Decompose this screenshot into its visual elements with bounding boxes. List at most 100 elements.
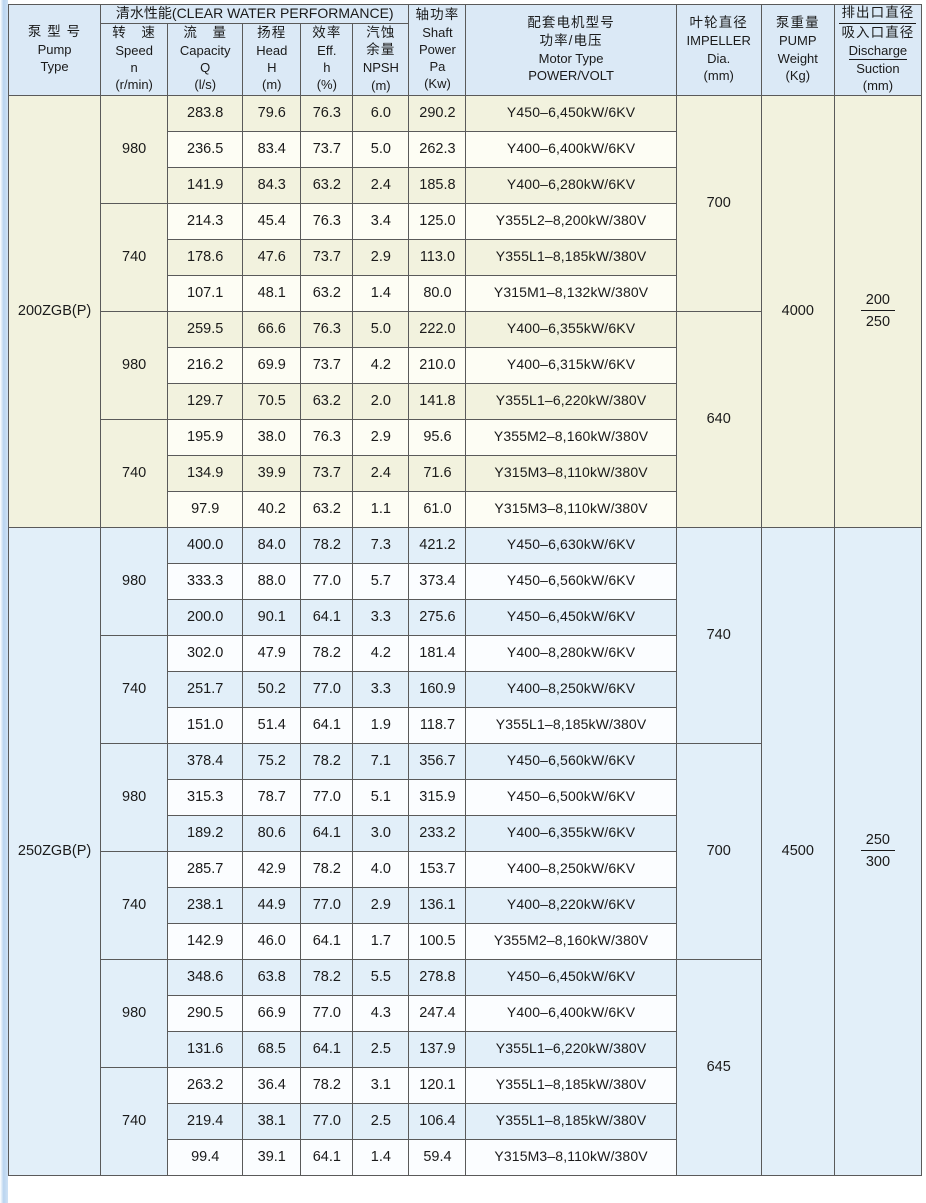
table-row: 216.2 69.9 73.7 4.2 210.0 Y400–6,315kW/6KV <box>9 346 922 384</box>
head-cell: 88.0 <box>242 562 302 600</box>
shaft-power-cell: 118.7 <box>408 706 467 744</box>
motor-type-cell: Y400–6,280kW/6KV <box>465 166 677 204</box>
head-cell: 78.7 <box>242 778 302 816</box>
npsh-cell: 2.9 <box>352 886 410 924</box>
npsh-cell: 4.0 <box>352 850 410 888</box>
npsh-cell: 5.0 <box>352 310 410 348</box>
header-head: 扬程 Head H (m) <box>242 22 302 96</box>
header-impeller-cn: 叶轮直径 <box>689 15 748 31</box>
npsh-cell: 5.0 <box>352 130 410 168</box>
head-cell: 66.6 <box>242 310 302 348</box>
head-cell: 39.9 <box>242 454 302 492</box>
npsh-cell: 6.0 <box>352 94 410 132</box>
motor-type-cell: Y450–6,560kW/6KV <box>465 562 677 600</box>
npsh-cell: 1.4 <box>352 1138 410 1176</box>
efficiency-cell: 77.0 <box>300 562 354 600</box>
header-eff-unit: (%) <box>316 77 337 93</box>
header-capacity: 流 量 Capacity Q (l/s) <box>167 22 244 96</box>
head-cell: 36.4 <box>242 1066 302 1104</box>
header-ports: 排出口直径 吸入口直径 Discharge Suction (mm) <box>833 4 923 96</box>
header-shaft-power-unit: (Kw) <box>424 76 451 92</box>
efficiency-cell: 64.1 <box>300 814 354 852</box>
motor-type-cell: Y355L1–6,220kW/380V <box>465 1030 677 1068</box>
table-row: 980 378.4 75.2 78.2 7.1 356.7 Y450–6,560kW/6KV… <box>9 742 922 960</box>
motor-type-cell: Y355L1–8,185kW/380V <box>465 1066 677 1104</box>
head-cell: 84.3 <box>242 166 302 204</box>
capacity-cell: 134.9 <box>167 454 244 492</box>
pump-weight-cell: 4500 <box>760 526 835 1176</box>
efficiency-cell: 73.7 <box>300 130 354 168</box>
motor-type-cell: Y400–8,220kW/6KV <box>465 886 677 924</box>
table-row: 151.0 51.4 64.1 1.9 118.7 Y355L1–8,185kW/380V <box>9 706 922 744</box>
motor-type-cell: Y355L1–8,185kW/380V <box>465 706 677 744</box>
header-ports-unit: (mm) <box>862 78 894 94</box>
header-weight-en1: PUMP <box>779 33 817 49</box>
shaft-power-cell: 125.0 <box>408 202 467 240</box>
efficiency-cell: 78.2 <box>300 742 354 780</box>
npsh-cell: 2.5 <box>352 1102 410 1140</box>
motor-type-cell: Y355M2–8,160kW/380V <box>465 922 677 960</box>
header-motor-cn1: 配套电机型号 <box>527 15 615 31</box>
motor-type-cell: Y400–8,250kW/6KV <box>465 850 677 888</box>
header-eff-cn: 效率 <box>312 24 342 40</box>
npsh-cell: 4.3 <box>352 994 410 1032</box>
ports-cell: 250 300 <box>833 526 923 1176</box>
motor-type-cell: Y400–6,355kW/6KV <box>465 310 677 348</box>
efficiency-cell: 64.1 <box>300 598 354 636</box>
header-capacity-cn: 流 量 <box>183 24 228 40</box>
header-capacity-en: Capacity <box>179 42 231 58</box>
capacity-cell: 97.9 <box>167 490 244 528</box>
header-speed: 转 速 Speed n (r/min) <box>100 22 169 96</box>
header-ports-cn-num: 排出口直径 <box>839 5 917 24</box>
shaft-power-cell: 80.0 <box>408 274 467 312</box>
npsh-cell: 3.0 <box>352 814 410 852</box>
motor-type-cell: Y400–6,400kW/6KV <box>465 130 677 168</box>
head-cell: 44.9 <box>242 886 302 924</box>
capacity-cell: 238.1 <box>167 886 244 924</box>
npsh-cell: 2.4 <box>352 454 410 492</box>
motor-type-cell: Y355L1–8,185kW/380V <box>465 238 677 276</box>
head-cell: 70.5 <box>242 382 302 420</box>
efficiency-cell: 76.3 <box>300 202 354 240</box>
header-motor-en2: POWER/VOLT <box>528 68 614 84</box>
header-speed-unit: (r/min) <box>115 77 153 93</box>
header-eff-sym: h <box>323 59 331 75</box>
header-impeller-unit: (mm) <box>703 67 734 83</box>
npsh-cell: 5.7 <box>352 562 410 600</box>
head-cell: 63.8 <box>242 958 302 996</box>
head-cell: 84.0 <box>242 526 302 564</box>
head-cell: 68.5 <box>242 1030 302 1068</box>
efficiency-cell: 63.2 <box>300 274 354 312</box>
head-cell: 75.2 <box>242 742 302 780</box>
motor-type-cell: Y355L1–8,185kW/380V <box>465 1102 677 1140</box>
head-cell: 69.9 <box>242 346 302 384</box>
shaft-power-cell: 278.8 <box>408 958 467 996</box>
header-speed-cn: 转 速 <box>112 24 156 40</box>
table-body: 200ZGB(P) 980 283.8 79.6 76.3 6.0 290.2 Y450–6,… <box>7 94 923 1176</box>
motor-type-cell: Y400–8,280kW/6KV <box>465 634 677 672</box>
shaft-power-cell: 113.0 <box>408 238 467 276</box>
efficiency-cell: 64.1 <box>300 706 354 744</box>
header-impeller-en1: IMPELLER <box>686 33 751 49</box>
capacity-cell: 189.2 <box>167 814 244 852</box>
head-cell: 83.4 <box>242 130 302 168</box>
efficiency-cell: 78.2 <box>300 1066 354 1104</box>
shaft-power-cell: 95.6 <box>408 418 467 456</box>
table-row: 97.9 40.2 63.2 1.1 61.0 Y315M3–8,110kW/380V <box>9 490 922 528</box>
shaft-power-cell: 275.6 <box>408 598 467 636</box>
header-weight-en2: Weight <box>777 50 818 66</box>
efficiency-cell: 76.3 <box>300 418 354 456</box>
shaft-power-cell: 181.4 <box>408 634 467 672</box>
npsh-cell: 1.7 <box>352 922 410 960</box>
header-impeller-en2: Dia. <box>707 50 731 66</box>
table-row: 315.3 78.7 77.0 5.1 315.9 Y450–6,500kW/6KV <box>9 778 922 816</box>
header-efficiency: 效率 Eff. h (%) <box>300 22 354 96</box>
shaft-power-cell: 106.4 <box>408 1102 467 1140</box>
capacity-cell: 236.5 <box>167 130 244 168</box>
header-ports-en-num: Discharge <box>848 43 908 60</box>
shaft-power-cell: 71.6 <box>408 454 467 492</box>
table-row: 178.6 47.6 73.7 2.9 113.0 Y355L1–8,185kW/380V <box>9 238 922 276</box>
capacity-cell: 400.0 <box>167 526 244 564</box>
speed-cell: 740 <box>100 202 169 312</box>
